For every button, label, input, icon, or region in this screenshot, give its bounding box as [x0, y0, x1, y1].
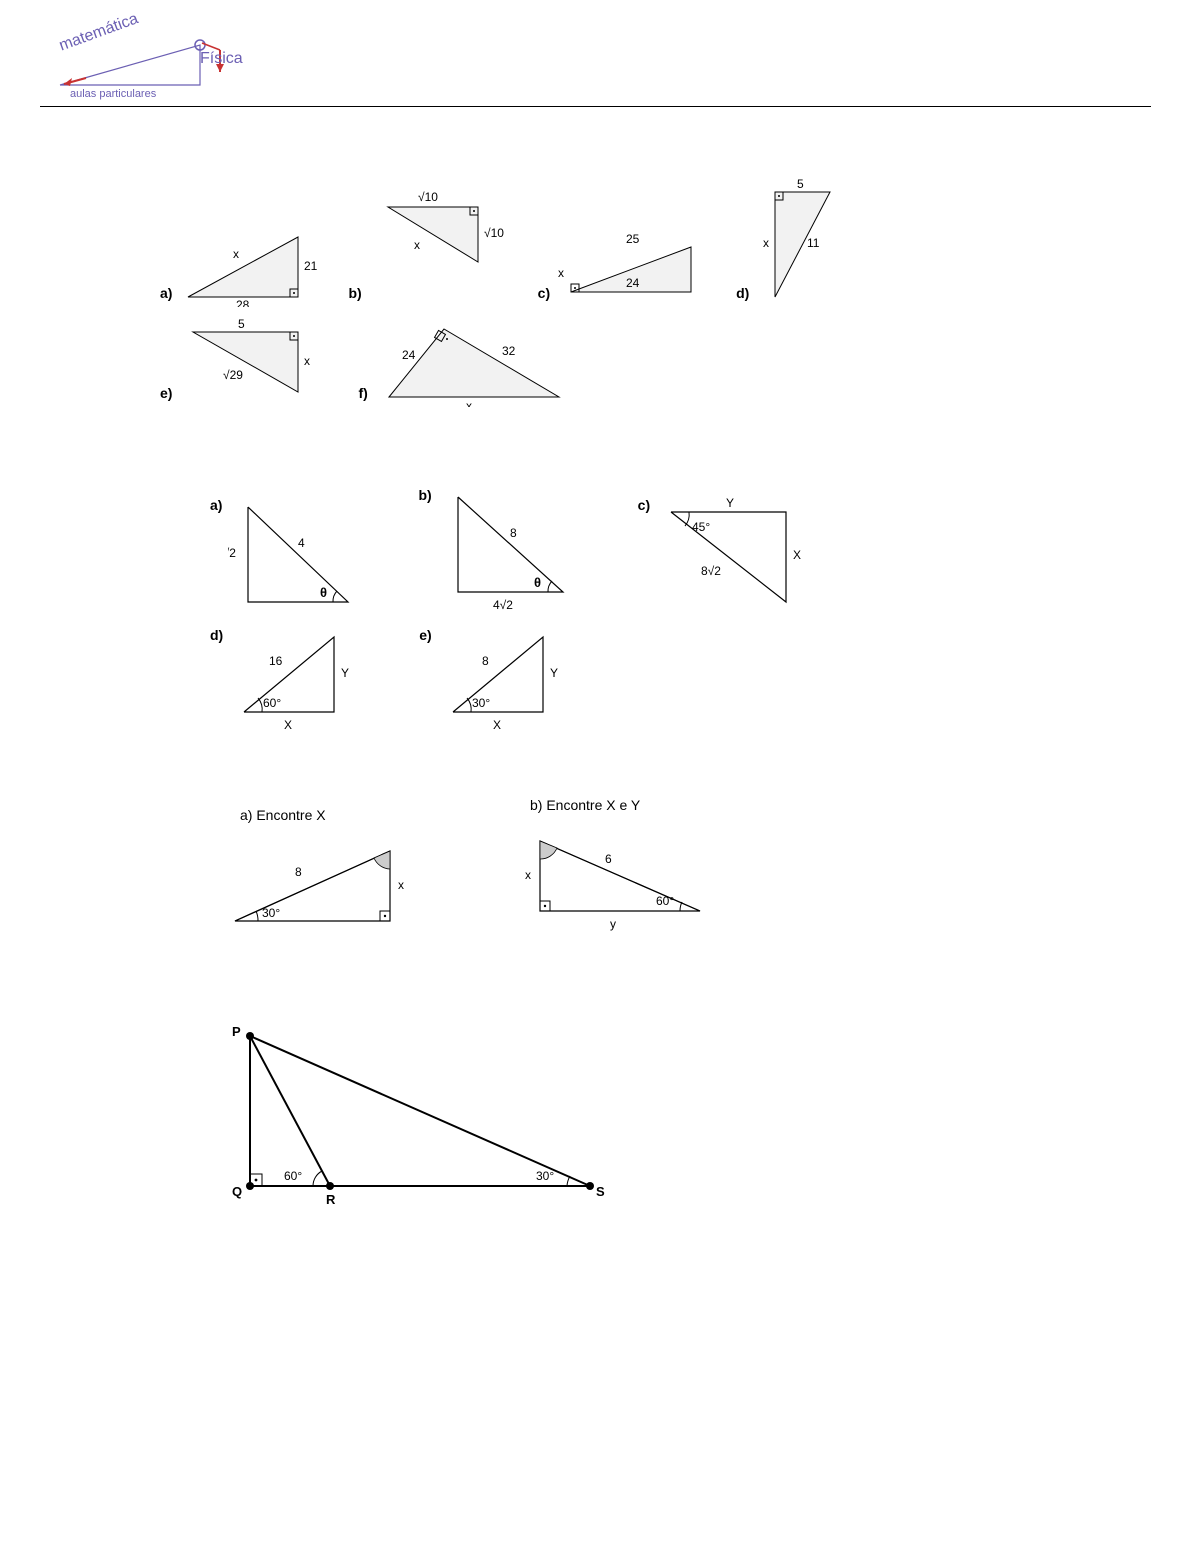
ex3-item-b: b) Encontre X e Y 6 x 60° y: [510, 797, 720, 946]
ex1-label-f: f): [358, 385, 367, 401]
ex2-label-c: c): [638, 497, 650, 513]
ex1-label-a: a): [160, 285, 172, 301]
ex1-item-d: d) 5 11 x: [736, 177, 855, 307]
ex3-a-right: x: [398, 878, 404, 892]
ex1-b-right: √10: [484, 226, 504, 240]
vertex-Q: Q: [232, 1184, 242, 1199]
ex1-f-left: 24: [402, 348, 416, 362]
logo-subtitle: aulas particulares: [70, 88, 156, 100]
ex1-item-b: b) √10 √10 x: [348, 187, 507, 307]
ex1-label-b: b): [348, 285, 361, 301]
vertex-S: S: [596, 1184, 605, 1199]
ex2-e-hyp: 8: [482, 654, 489, 668]
exercise-2: a) 2√2 4 θ b) 8 θ 4√2: [210, 487, 1151, 737]
logo-text-fisica: Física: [200, 50, 243, 68]
ex1-label-c: c): [538, 285, 550, 301]
ex2-e-base: X: [493, 718, 501, 732]
ex1-item-a: a) x 21 28: [160, 212, 318, 307]
ex2-a-hyp: 4: [298, 536, 305, 550]
ex1-item-e: e) 5 √29 x: [160, 317, 328, 407]
ex1-b-hyp: x: [414, 238, 420, 252]
ex2-e-angle: 30°: [472, 696, 490, 710]
ex2-c-hyp: 8√2: [701, 564, 721, 578]
ex2-item-e: e) 8 30° Y X: [419, 627, 567, 737]
ex2-c-top: Y: [726, 497, 734, 510]
angle-S: 30°: [536, 1169, 554, 1183]
ex1-item-f: f) 24 32 x: [358, 317, 573, 407]
ex2-d-base: X: [284, 718, 292, 732]
ex1-a-right: 21: [304, 259, 318, 273]
angle-R: 60°: [284, 1169, 302, 1183]
ex3-caption-a: a) Encontre X: [240, 807, 420, 823]
ex2-item-d: d) 16 60° Y X: [210, 627, 359, 737]
ex3-b-angle: 60°: [656, 894, 674, 908]
ex2-d-hyp: 16: [269, 654, 283, 668]
header-logo: matemática Física aulas particulares: [50, 20, 250, 100]
exercise-1: a) x 21 28 b) √10 √10 x: [160, 177, 1151, 407]
ex2-b-theta: θ: [534, 575, 541, 590]
ex1-label-e: e): [160, 385, 172, 401]
ex3-b-left: x: [525, 868, 531, 882]
header-divider: [40, 106, 1151, 107]
ex1-d-top: 5: [797, 177, 804, 191]
ex1-c-base: 24: [626, 276, 640, 290]
ex3-item-a: a) Encontre X 8 30° x: [220, 807, 420, 946]
ex3-b-top: 6: [605, 852, 612, 866]
ex1-e-right: x: [304, 354, 310, 368]
ex2-c-right: X: [793, 548, 801, 562]
pqrs-figure: P Q R S 60° 30°: [210, 1016, 630, 1216]
ex1-a-base: 28: [236, 298, 250, 307]
ex1-c-top: 25: [626, 232, 640, 246]
ex1-c-left: x: [558, 266, 564, 280]
ex2-label-b: b): [418, 487, 431, 503]
exercise-3: a) Encontre X 8 30° x b) Encontre X e Y: [220, 797, 1151, 946]
ex1-d-left: x: [763, 236, 769, 250]
ex2-label-d: d): [210, 627, 223, 643]
ex1-e-top: 5: [238, 317, 245, 331]
ex2-b-hyp: 8: [510, 526, 517, 540]
ex1-b-top: √10: [418, 190, 438, 204]
ex3-caption-b: b) Encontre X e Y: [530, 797, 720, 813]
vertex-P: P: [232, 1024, 241, 1039]
ex2-d-right: Y: [341, 666, 349, 680]
ex1-e-hyp: √29: [223, 368, 243, 382]
ex2-c-angle: 45°: [692, 520, 710, 534]
ex1-a-hyp: x: [233, 247, 239, 261]
ex3-b-base: y: [610, 917, 616, 931]
ex2-item-b: b) 8 θ 4√2: [418, 487, 577, 617]
ex2-b-base: 4√2: [493, 598, 513, 612]
ex1-item-c: c) 25 24 x: [538, 227, 706, 307]
ex2-label-a: a): [210, 497, 222, 513]
ex2-item-c: c) Y 45° 8√2 X: [638, 497, 806, 617]
ex2-item-a: a) 2√2 4 θ: [210, 497, 358, 617]
ex1-label-d: d): [736, 285, 749, 301]
ex1-f-base: x: [466, 399, 472, 407]
ex2-e-right: Y: [550, 666, 558, 680]
exercise-4: P Q R S 60° 30°: [210, 1016, 1151, 1221]
ex3-a-angle: 30°: [262, 906, 280, 920]
ex2-a-v: 2√2: [228, 546, 236, 560]
ex1-d-hyp: 11: [807, 236, 820, 250]
ex1-f-right: 32: [502, 344, 516, 358]
ex3-a-hyp: 8: [295, 865, 302, 879]
ex2-a-theta: θ: [320, 585, 327, 600]
ex2-d-angle: 60°: [263, 696, 281, 710]
ex2-label-e: e): [419, 627, 431, 643]
vertex-R: R: [326, 1192, 336, 1207]
